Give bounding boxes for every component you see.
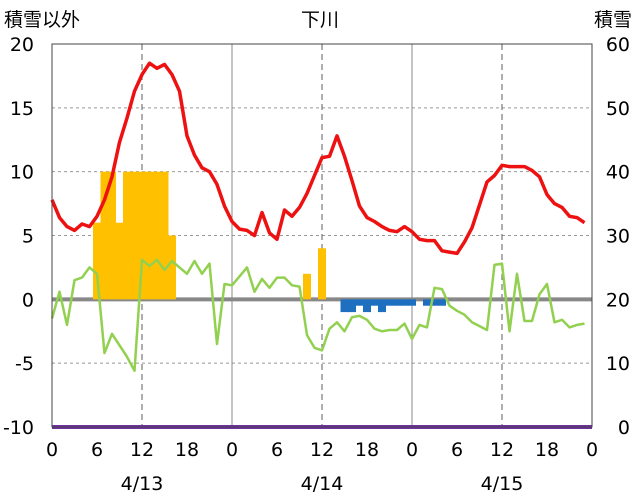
blue-bars-mark	[355, 299, 364, 306]
x-tick-label: 0	[406, 439, 418, 461]
orange-bars-mark	[100, 171, 109, 300]
right-tick-label: 60	[606, 34, 630, 56]
orange-bars-mark	[160, 171, 169, 300]
orange-bars-mark	[318, 248, 326, 300]
blue-bars-mark	[393, 299, 401, 306]
right-tick-label: 10	[606, 353, 630, 375]
blue-bars-mark	[430, 299, 439, 306]
orange-bars-mark	[123, 171, 131, 300]
orange-bars-mark	[153, 171, 161, 300]
date-label: 4/13	[121, 473, 164, 495]
blue-bars-mark	[400, 299, 409, 306]
right-tick-label: 30	[606, 226, 630, 248]
x-tick-label: 0	[226, 439, 238, 461]
orange-bars-mark	[93, 222, 101, 300]
left-tick-label: -5	[15, 353, 34, 375]
x-tick-label: 6	[91, 439, 103, 461]
orange-bars-mark	[303, 273, 311, 300]
orange-bars-mark	[108, 171, 116, 300]
left-tick-label: 15	[10, 98, 34, 120]
right-tick-label: 20	[606, 289, 630, 311]
orange-bars-mark	[145, 171, 154, 300]
x-tick-label: 12	[490, 439, 514, 461]
left-tick-label: 10	[10, 162, 34, 184]
left-tick-label: 20	[10, 34, 34, 56]
x-tick-label: 0	[46, 439, 58, 461]
date-label: 4/15	[481, 473, 524, 495]
blue-bars-mark	[385, 299, 394, 306]
right-axis-label: 積雪	[594, 9, 632, 31]
date-label: 4/14	[301, 473, 344, 495]
blue-bars-mark	[363, 299, 371, 313]
bars	[93, 171, 446, 313]
chart-title: 下川	[301, 9, 339, 31]
blue-bars-mark	[423, 299, 431, 306]
x-tick-label: 6	[451, 439, 463, 461]
orange-bars-mark	[130, 171, 139, 300]
orange-bars-mark	[138, 171, 146, 300]
blue-bars-mark	[370, 299, 379, 306]
blue-bars-mark	[378, 299, 386, 313]
x-tick-label: 0	[586, 439, 598, 461]
left-tick-label: 0	[22, 289, 34, 311]
x-tick-label: 18	[175, 439, 199, 461]
red-line-series	[50, 61, 586, 256]
right-tick-label: 0	[618, 417, 630, 439]
blue-bars-mark	[348, 299, 356, 313]
left-tick-label: 5	[22, 226, 34, 248]
x-tick-label: 6	[271, 439, 283, 461]
blue-bars-mark	[438, 299, 446, 306]
orange-bars-mark	[115, 222, 124, 300]
x-tick-label: 12	[130, 439, 154, 461]
green-line-series	[50, 258, 585, 373]
plot-frame	[51, 43, 593, 428]
x-tick-label: 18	[355, 439, 379, 461]
left-axis-label: 積雪以外	[4, 9, 80, 31]
left-tick-label: -10	[3, 417, 34, 439]
orange-bars-mark	[168, 235, 176, 300]
blue-bars-mark	[408, 299, 416, 306]
x-tick-label: 12	[310, 439, 334, 461]
blue-bars-mark	[340, 299, 349, 313]
right-tick-label: 50	[606, 98, 630, 120]
x-tick-label: 18	[535, 439, 559, 461]
right-tick-label: 40	[606, 162, 630, 184]
